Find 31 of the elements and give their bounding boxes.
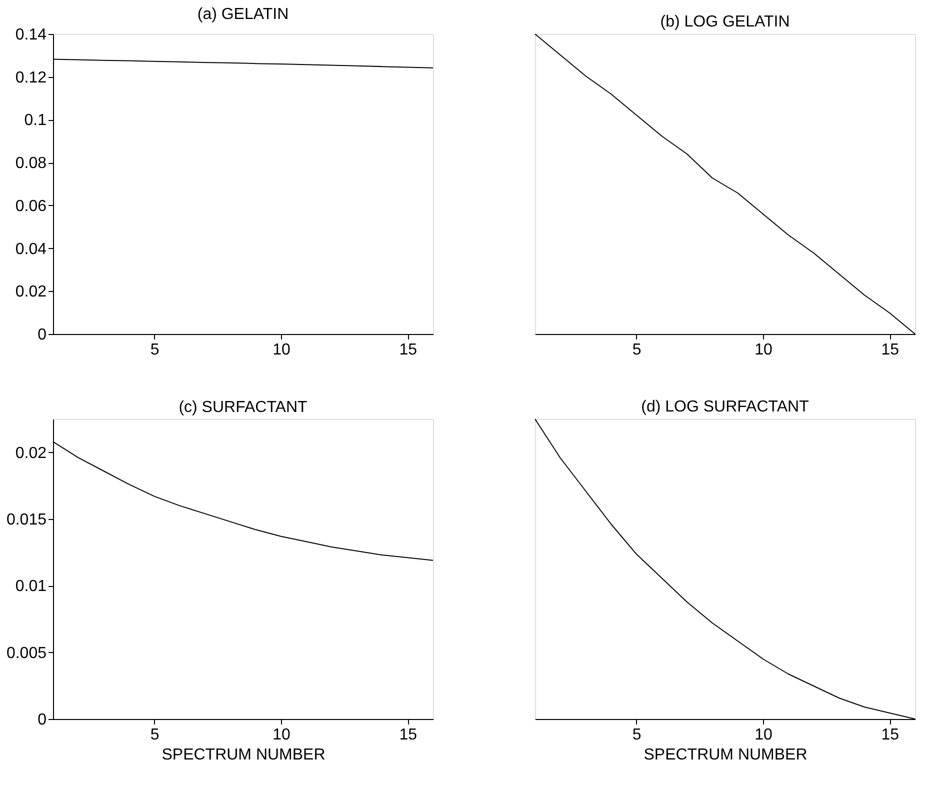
y-tick-label: 0.12 bbox=[15, 69, 47, 86]
x-tick-label: 10 bbox=[754, 342, 772, 358]
x-tick-label: 10 bbox=[754, 726, 772, 744]
x-tick-label: 10 bbox=[272, 342, 290, 358]
y-tick-label: 0.04 bbox=[15, 240, 47, 258]
y-tick-label: 0.005 bbox=[6, 644, 47, 662]
y-tick-label: 0.06 bbox=[15, 198, 47, 215]
x-tick-label: 15 bbox=[881, 342, 900, 358]
x-tick-label: 5 bbox=[632, 342, 642, 358]
y-tick-label: 0.015 bbox=[6, 512, 47, 528]
y-tick-label: 0.1 bbox=[24, 112, 47, 130]
x-tick-label: 15 bbox=[399, 726, 418, 744]
x-axis-title: SPECTRUM NUMBER bbox=[162, 746, 326, 764]
chart-title: (c) SURFACTANT bbox=[178, 399, 308, 416]
x-tick-label: 10 bbox=[272, 726, 290, 744]
x-tick-label: 5 bbox=[632, 726, 642, 744]
y-tick-label: 0.14 bbox=[15, 26, 47, 44]
y-tick-label: 0 bbox=[38, 326, 47, 344]
x-axis-title: SPECTRUM NUMBER bbox=[644, 746, 808, 764]
chart-title: (d) LOG SURFACTANT bbox=[641, 398, 810, 416]
x-tick-label: 15 bbox=[881, 726, 900, 744]
y-tick-label: 0.02 bbox=[15, 284, 47, 301]
x-tick-label: 5 bbox=[150, 342, 160, 358]
x-tick-label: 5 bbox=[150, 726, 160, 744]
y-tick-label: 0.02 bbox=[15, 444, 47, 462]
y-tick-label: 0.01 bbox=[15, 578, 47, 596]
x-tick-label: 15 bbox=[399, 342, 418, 358]
y-tick-label: 0 bbox=[38, 712, 47, 728]
chart-title: (b) LOG GELATIN bbox=[660, 14, 790, 30]
y-tick-label: 0.08 bbox=[15, 155, 47, 172]
chart-title: (a) GELATIN bbox=[197, 6, 289, 23]
